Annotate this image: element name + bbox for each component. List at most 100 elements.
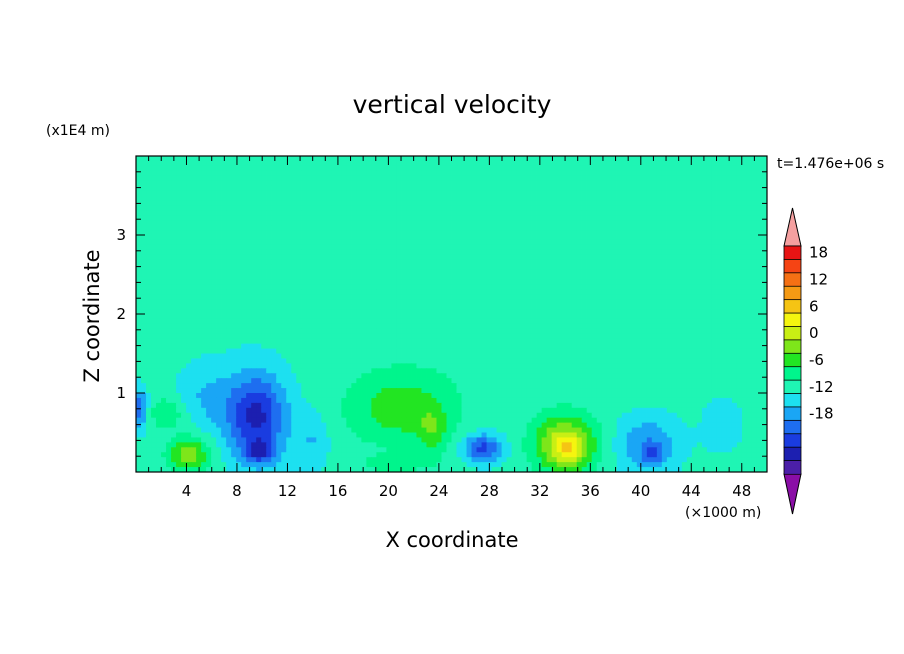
- heatmap-cell: [436, 294, 443, 300]
- heatmap-cell: [241, 249, 247, 256]
- heatmap-cell: [471, 279, 478, 285]
- heatmap-cell: [651, 314, 658, 320]
- heatmap-cell: [376, 254, 382, 261]
- heatmap-cell: [231, 200, 237, 206]
- heatmap-cell: [511, 264, 518, 271]
- heatmap-cell: [421, 309, 428, 315]
- heatmap-cell: [326, 215, 332, 221]
- heatmap-cell: [761, 318, 767, 325]
- heatmap-cell: [326, 195, 332, 202]
- heatmap-cell: [701, 210, 708, 216]
- heatmap-cell: [671, 294, 678, 300]
- heatmap-cell: [231, 284, 237, 290]
- heatmap-cell: [381, 323, 387, 330]
- heatmap-cell: [686, 170, 693, 177]
- heatmap-cell: [161, 314, 167, 320]
- heatmap-cell: [736, 185, 743, 192]
- heatmap-cell: [336, 230, 342, 236]
- heatmap-cell: [701, 259, 708, 266]
- heatmap-cell: [161, 175, 167, 182]
- heatmap-cell: [411, 210, 418, 216]
- heatmap-cell: [516, 264, 523, 271]
- heatmap-cell: [276, 333, 282, 340]
- heatmap-cell: [156, 264, 162, 271]
- heatmap-cell: [191, 156, 197, 162]
- heatmap-cell: [726, 239, 733, 246]
- heatmap-cell: [516, 200, 523, 206]
- heatmap-cell: [441, 195, 448, 202]
- heatmap-cell: [586, 156, 593, 162]
- heatmap-cell: [276, 348, 282, 355]
- heatmap-cell: [651, 269, 658, 276]
- heatmap-cell: [411, 180, 418, 187]
- heatmap-cell: [716, 274, 723, 281]
- heatmap-cell: [191, 323, 197, 330]
- heatmap-cell: [611, 299, 618, 305]
- heatmap-cell: [346, 190, 352, 197]
- heatmap-cell: [256, 314, 262, 320]
- heatmap-cell: [611, 165, 618, 172]
- heatmap-cell: [491, 304, 498, 310]
- heatmap-cell: [586, 264, 593, 271]
- heatmap-cell: [571, 264, 578, 271]
- heatmap-cell: [411, 289, 418, 295]
- heatmap-cell: [386, 338, 393, 345]
- heatmap-cell: [181, 195, 187, 202]
- heatmap-cell: [556, 333, 563, 340]
- heatmap-cell: [441, 299, 448, 305]
- heatmap-cell: [456, 200, 463, 206]
- heatmap-cell: [281, 156, 287, 162]
- heatmap-cell: [566, 190, 573, 197]
- heatmap-cell: [686, 299, 693, 305]
- heatmap-cell: [566, 323, 573, 330]
- heatmap-cell: [156, 175, 162, 182]
- heatmap-cell: [176, 299, 182, 305]
- heatmap-cell: [636, 165, 643, 172]
- heatmap-cell: [671, 304, 678, 310]
- heatmap-cell: [551, 225, 558, 231]
- heatmap-cell: [246, 259, 252, 266]
- heatmap-cell: [476, 210, 483, 216]
- heatmap-cell: [386, 343, 393, 350]
- heatmap-cell: [416, 318, 423, 325]
- heatmap-cell: [416, 244, 423, 251]
- heatmap-cell: [756, 279, 763, 285]
- heatmap-cell: [146, 343, 152, 350]
- heatmap-cell: [561, 170, 568, 177]
- heatmap-cell: [271, 230, 277, 236]
- heatmap-cell: [616, 210, 623, 216]
- heatmap-cell: [561, 309, 568, 315]
- heatmap-cell: [191, 170, 197, 177]
- heatmap-cell: [201, 239, 207, 246]
- heatmap-cell: [436, 215, 443, 221]
- heatmap-cell: [196, 235, 202, 241]
- heatmap-cell: [276, 185, 282, 192]
- heatmap-cell: [686, 309, 693, 315]
- heatmap-cell: [346, 269, 352, 276]
- heatmap-cell: [686, 338, 693, 345]
- heatmap-cell: [706, 215, 713, 221]
- heatmap-cell: [251, 195, 257, 202]
- heatmap-cell: [706, 205, 713, 211]
- heatmap-cell: [306, 348, 312, 355]
- heatmap-cell: [421, 195, 428, 202]
- heatmap-cell: [591, 215, 598, 221]
- heatmap-cell: [211, 156, 217, 162]
- heatmap-cell: [716, 230, 723, 236]
- heatmap-cell: [756, 264, 763, 271]
- heatmap-cell: [606, 190, 613, 197]
- heatmap-cell: [746, 309, 753, 315]
- heatmap-cell: [491, 269, 498, 276]
- heatmap-cell: [261, 165, 267, 172]
- heatmap-cell: [206, 323, 212, 330]
- heatmap-cell: [466, 210, 473, 216]
- heatmap-cell: [636, 170, 643, 177]
- heatmap-cell: [206, 215, 212, 221]
- heatmap-cell: [331, 235, 337, 241]
- heatmap-cell: [476, 235, 483, 241]
- heatmap-cell: [691, 156, 698, 162]
- heatmap-cell: [256, 294, 262, 300]
- heatmap-cell: [591, 165, 598, 172]
- heatmap-cell: [316, 274, 322, 281]
- heatmap-cell: [461, 235, 468, 241]
